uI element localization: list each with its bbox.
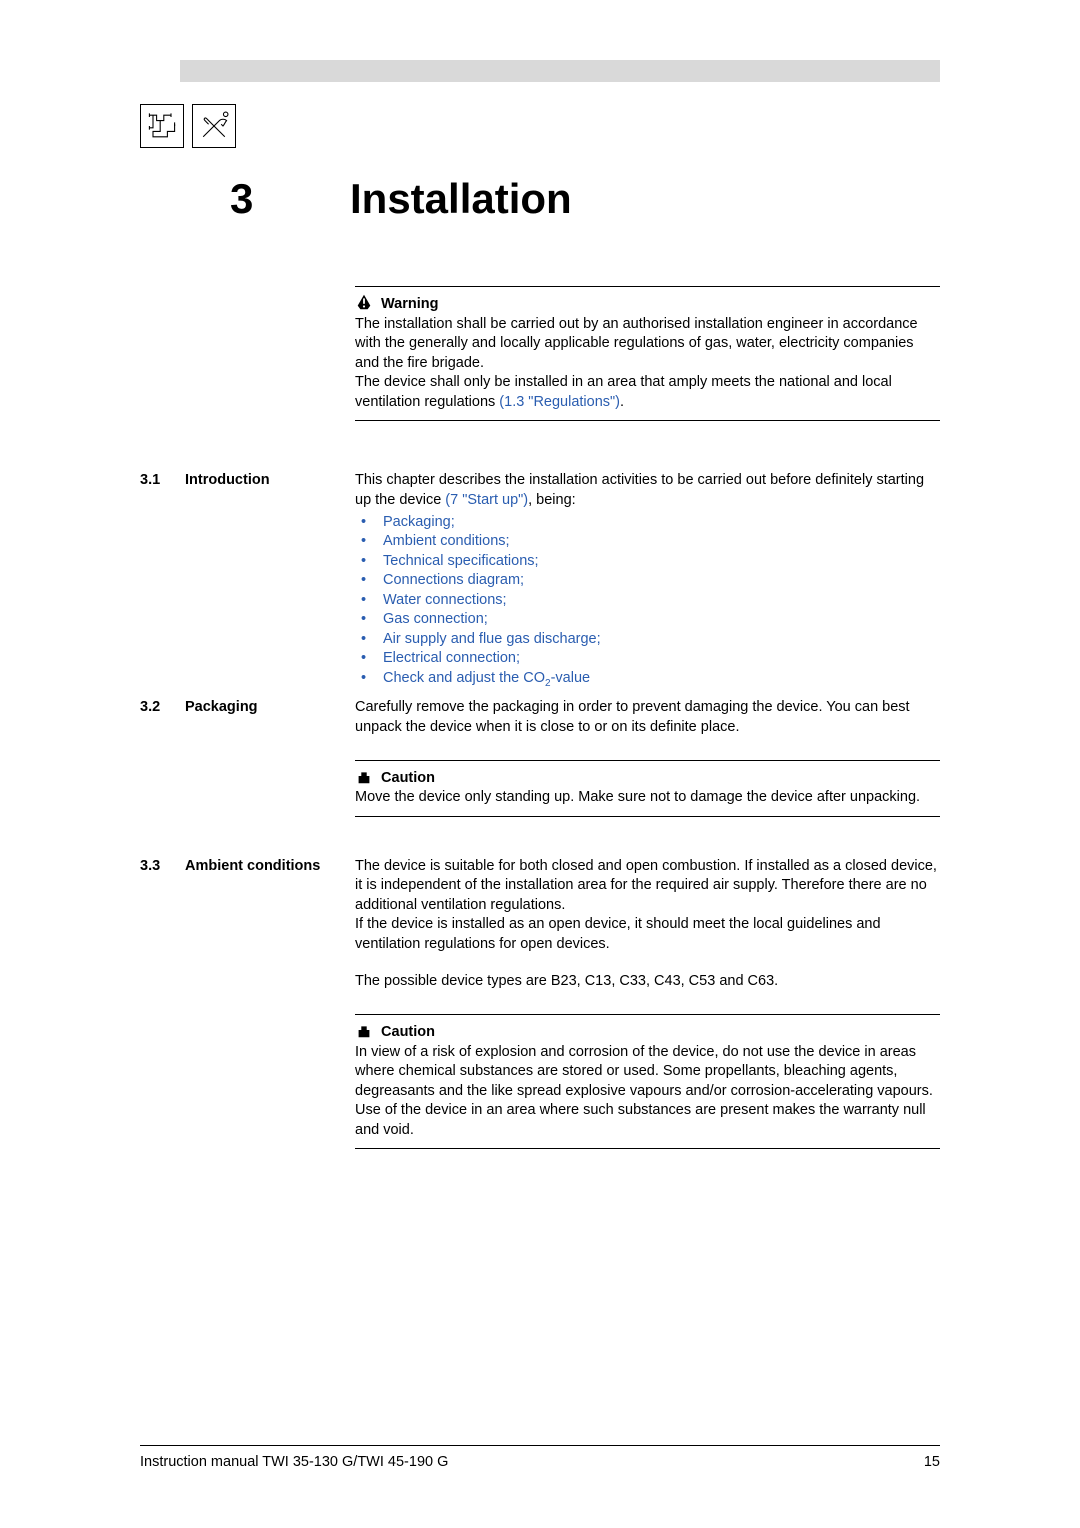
caution-label-2: Caution: [381, 1024, 435, 1040]
section-title-ambient: Ambient conditions: [185, 857, 355, 992]
caution-label-1: Caution: [381, 770, 435, 786]
section-title-introduction: Introduction: [185, 471, 355, 690]
bullet-packaging[interactable]: Packaging;: [383, 513, 455, 533]
intro-text-b: , being:: [528, 492, 576, 508]
section-num-3-3: 3.3: [140, 857, 185, 992]
caution-icon: [355, 1021, 373, 1039]
caution-box-2: Caution In view of a risk of explosion a…: [355, 1014, 940, 1149]
bullet-connections-diagram[interactable]: Connections diagram;: [383, 571, 524, 591]
warning-link[interactable]: (1.3 "Regulations"): [499, 394, 620, 410]
icon-row: [140, 104, 236, 148]
warning-line1: The installation shall be carried out by…: [355, 316, 918, 371]
warning-line2b: .: [620, 394, 624, 410]
caution-box-1: Caution Move the device only standing up…: [355, 760, 940, 817]
bullet-air[interactable]: Air supply and flue gas discharge;: [383, 630, 601, 650]
caution-body-2: In view of a risk of explosion and corro…: [355, 1043, 940, 1141]
intro-bullets: •Packaging; •Ambient conditions; •Techni…: [355, 513, 940, 691]
section-num-3-1: 3.1: [140, 471, 185, 690]
pipework-icon: [140, 104, 184, 148]
intro-link[interactable]: (7 "Start up"): [445, 492, 528, 508]
header-bar: [180, 60, 940, 82]
tools-icon: [192, 104, 236, 148]
warning-label: Warning: [381, 296, 438, 312]
warning-icon: [355, 293, 373, 311]
section-num-3-2: 3.2: [140, 698, 185, 737]
bullet-water[interactable]: Water connections;: [383, 591, 507, 611]
section-title-packaging: Packaging: [185, 698, 355, 737]
warning-box: Warning The installation shall be carrie…: [355, 286, 940, 421]
bullet-gas[interactable]: Gas connection;: [383, 610, 488, 630]
bullet-co2[interactable]: Check and adjust the CO2-value: [383, 669, 590, 690]
ambient-p3: The possible device types are B23, C13, …: [355, 972, 940, 992]
packaging-body: Carefully remove the packaging in order …: [355, 698, 940, 737]
ambient-p1: The device is suitable for both closed a…: [355, 857, 940, 916]
page-number: 15: [924, 1454, 940, 1470]
chapter-number: 3: [230, 175, 253, 223]
intro-text-a: This chapter describes the installation …: [355, 472, 924, 508]
bullet-techspec[interactable]: Technical specifications;: [383, 552, 539, 572]
chapter-title: Installation: [350, 175, 572, 223]
bullet-ambient[interactable]: Ambient conditions;: [383, 532, 510, 552]
caution-body-1: Move the device only standing up. Make s…: [355, 788, 940, 808]
ambient-p2: If the device is installed as an open de…: [355, 915, 940, 954]
caution-icon: [355, 767, 373, 785]
bullet-electrical[interactable]: Electrical connection;: [383, 649, 520, 669]
footer-left: Instruction manual TWI 35-130 G/TWI 45-1…: [140, 1454, 448, 1470]
